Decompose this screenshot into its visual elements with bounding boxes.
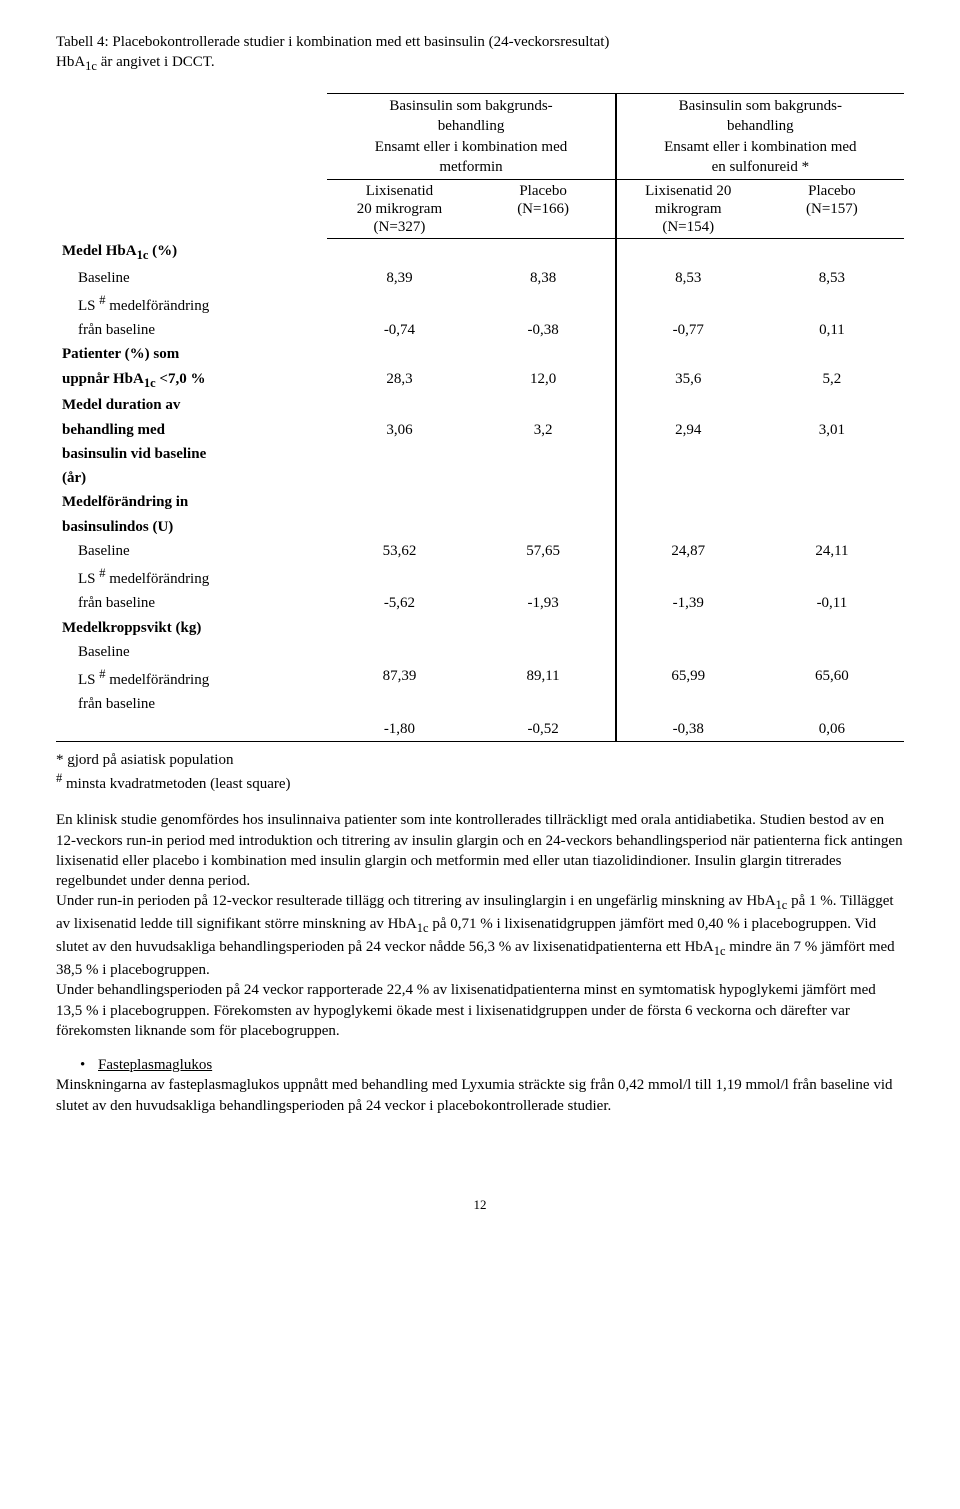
row-dose-l1: Medelförändring in <box>56 490 904 514</box>
caption-line2-rest: är angivet i DCCT. <box>97 54 215 70</box>
table-footnotes: * gjord på asiatisk population # minsta … <box>56 750 904 795</box>
paragraph-3: Under behandlingsperioden på 24 veckor r… <box>56 980 904 1041</box>
paragraph-4: Minskningarna av fasteplasmaglukos uppnå… <box>56 1075 904 1116</box>
row-hba-change: från baseline -0,74 -0,38 -0,77 0,11 <box>56 318 904 342</box>
bullet-fpg: • Fasteplasmaglukos <box>56 1055 904 1075</box>
row-reach: uppnår HbA1c <7,0 % 28,3 12,0 35,6 5,2 <box>56 367 904 394</box>
header-group-left: Basinsulin som bakgrunds- behandling Ens… <box>327 94 615 180</box>
paragraph-2: Under run-in perioden på 12-veckor resul… <box>56 891 904 980</box>
caption-line2-pre: HbA <box>56 54 85 70</box>
bullet-icon: • <box>56 1055 98 1075</box>
row-weight-baseline-label: Baseline <box>56 640 904 664</box>
footnote-hash: # minsta kvadratmetoden (least square) <box>56 770 904 794</box>
bullet-topic: Fasteplasmaglukos <box>98 1055 212 1075</box>
row-hba-heading: Medel HbA1c (%) <box>56 239 904 266</box>
col-lixi-su: Lixisenatid 20 mikrogram (N=154) <box>616 180 760 239</box>
row-duration-l3: basinsulin vid baseline <box>56 442 904 466</box>
table-caption: Tabell 4: Placebokontrollerade studier i… <box>56 32 904 75</box>
row-duration-l1: Medel duration av <box>56 393 904 417</box>
row-duration-l4: (år) <box>56 466 904 490</box>
paragraph-1: En klinisk studie genomfördes hos insuli… <box>56 810 904 891</box>
header-group-right: Basinsulin som bakgrunds- behandling Ens… <box>616 94 904 180</box>
row-dose-l2: basinsulindos (U) <box>56 515 904 539</box>
col-placebo-su: Placebo (N=157) <box>760 180 904 239</box>
row-weight-heading: Medelkroppsvikt (kg) <box>56 616 904 640</box>
footnote-asterisk: * gjord på asiatisk population <box>56 750 904 770</box>
row-patients-label: Patienter (%) som <box>56 342 904 366</box>
row-weight-change: -1,80 -0,52 -0,38 0,06 <box>56 717 904 742</box>
row-dose-change: från baseline -5,62 -1,93 -1,39 -0,11 <box>56 591 904 615</box>
caption-line2-sub: 1c <box>85 59 97 73</box>
row-dose-ls-label: LS # medelförändring <box>56 563 904 591</box>
page-number: 12 <box>56 1196 904 1214</box>
caption-line1: Tabell 4: Placebokontrollerade studier i… <box>56 34 609 50</box>
results-table: Basinsulin som bakgrunds- behandling Ens… <box>56 93 904 742</box>
col-lixi-metformin: Lixisenatid 20 mikrogram (N=327) <box>327 180 471 239</box>
row-hba-ls-label: LS # medelförändring <box>56 290 904 318</box>
row-hba-baseline: Baseline 8,39 8,38 8,53 8,53 <box>56 266 904 290</box>
row-weight-from-baseline-label: från baseline <box>56 692 904 716</box>
row-weight-baseline: LS # medelförändring 87,39 89,11 65,99 6… <box>56 664 904 692</box>
row-dose-baseline: Baseline 53,62 57,65 24,87 24,11 <box>56 539 904 563</box>
col-placebo-metformin: Placebo (N=166) <box>472 180 616 239</box>
row-duration-values: behandling med 3,06 3,2 2,94 3,01 <box>56 418 904 442</box>
